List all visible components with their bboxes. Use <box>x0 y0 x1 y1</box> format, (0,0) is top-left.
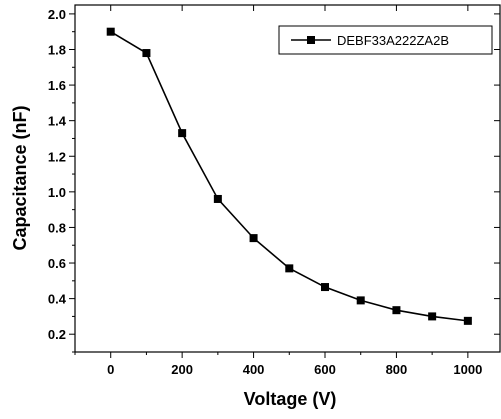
y-tick-label: 2.0 <box>48 7 66 22</box>
legend: DEBF33A222ZA2B <box>278 25 493 55</box>
data-point <box>463 316 472 325</box>
y-tick-label: 1.2 <box>48 149 66 164</box>
x-tick-label: 800 <box>386 362 408 377</box>
series-line <box>110 31 468 322</box>
data-point <box>249 234 258 243</box>
data-point <box>142 49 151 58</box>
y-tick-label: 1.4 <box>48 114 67 129</box>
data-point <box>285 264 294 273</box>
data-point <box>392 306 401 315</box>
y-tick-label: 0.8 <box>48 220 66 235</box>
legend-marker <box>307 36 315 44</box>
data-point <box>356 296 365 305</box>
x-axis-label: Voltage (V) <box>244 389 337 409</box>
x-tick-label: 600 <box>314 362 336 377</box>
y-axis-label: Capacitance (nF) <box>10 105 30 250</box>
legend-entry: DEBF33A222ZA2B <box>337 33 449 48</box>
y-tick-label: 1.0 <box>48 185 66 200</box>
plot-frame <box>74 4 501 353</box>
axes <box>74 4 501 353</box>
x-tick-label: 200 <box>171 362 193 377</box>
series-layer <box>106 27 472 325</box>
data-point <box>106 27 115 36</box>
data-point <box>178 129 187 138</box>
y-tick-label: 0.2 <box>48 327 66 342</box>
x-tick-label: 0 <box>107 362 114 377</box>
data-point <box>213 194 222 203</box>
data-point <box>321 283 329 292</box>
x-tick-label: 1000 <box>453 362 482 377</box>
y-tick-label: 1.8 <box>48 42 66 57</box>
y-tick-label: 1.6 <box>48 78 66 93</box>
ticks: 0 200 400 600 800 1000 0.2 0.4 0.6 0.8 1.0 1.2 1.4 1.… <box>48 5 500 377</box>
x-tick-label: 400 <box>243 362 265 377</box>
data-point <box>428 312 437 321</box>
y-tick-label: 0.4 <box>48 292 67 307</box>
y-tick-label: 0.6 <box>48 256 66 271</box>
